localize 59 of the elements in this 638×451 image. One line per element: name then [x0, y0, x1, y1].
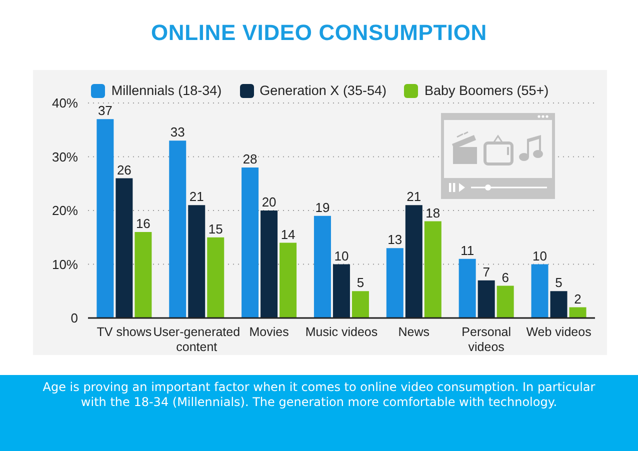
x-tick-label: TV shows [96, 325, 152, 339]
bar [550, 291, 568, 318]
data-label: 13 [388, 232, 402, 248]
x-tick-label: User-generated content [153, 325, 240, 354]
bar [405, 205, 422, 318]
bar [207, 237, 224, 318]
bar [242, 168, 259, 318]
x-tick-label: Music videos [305, 325, 378, 339]
y-tick-label: 30% [52, 149, 78, 164]
data-label: 19 [315, 200, 330, 215]
data-label: 26 [116, 162, 132, 178]
bar [531, 264, 548, 318]
bar [496, 286, 514, 318]
bar [332, 264, 350, 318]
data-label: 10 [532, 248, 547, 264]
y-tick-label: 10% [52, 256, 78, 272]
text: Age is proving an important factor when it comes to online video consumption. In particular with the 18-34 (Millennials). The generation more comfortable with technology. [42, 380, 596, 410]
data-label: 7 [482, 264, 490, 280]
bar [116, 178, 133, 318]
data-label: 33 [170, 124, 185, 140]
legend-label: Baby Boomers (55+) [424, 83, 549, 98]
x-tick-label: Web videos [526, 325, 592, 339]
bar [134, 232, 152, 318]
bar [478, 280, 495, 318]
data-label: 15 [208, 221, 223, 236]
data-label: 21 [189, 189, 204, 204]
bar [96, 119, 114, 318]
data-label: 20 [262, 194, 276, 210]
x-tick-label: Movies [249, 325, 289, 339]
data-label: 14 [280, 226, 296, 242]
data-label: 37 [98, 103, 112, 118]
data-label: 21 [406, 189, 422, 204]
data-label: 5 [356, 275, 364, 290]
bar [188, 205, 206, 318]
data-label: 10 [334, 248, 349, 264]
data-label: 5 [555, 275, 562, 290]
data-label: 2 [574, 291, 582, 306]
bar [352, 291, 369, 318]
bar [569, 307, 586, 318]
y-tick-label: 20% [52, 203, 78, 218]
bar [386, 248, 404, 318]
bar [169, 140, 186, 318]
y-tick-label: 40% [52, 96, 78, 111]
bar [260, 210, 278, 318]
x-tick-label: News [398, 325, 430, 339]
bar [280, 242, 297, 318]
y-tick-label: 0 [70, 310, 78, 326]
x-tick-label: Personal videos [462, 325, 512, 354]
data-label: 18 [426, 205, 440, 220]
legend-label: Millennials (18-34) [111, 83, 222, 98]
legend-label: Generation X (35-54) [260, 83, 386, 98]
bar [314, 216, 331, 318]
bar [458, 258, 476, 318]
data-label: 11 [460, 242, 474, 258]
chart-title: ONLINE VIDEO CONSUMPTION [151, 20, 487, 45]
data-label: 28 [242, 152, 258, 166]
data-label: 16 [136, 216, 150, 231]
bar [424, 221, 442, 318]
data-label: 6 [502, 270, 509, 285]
